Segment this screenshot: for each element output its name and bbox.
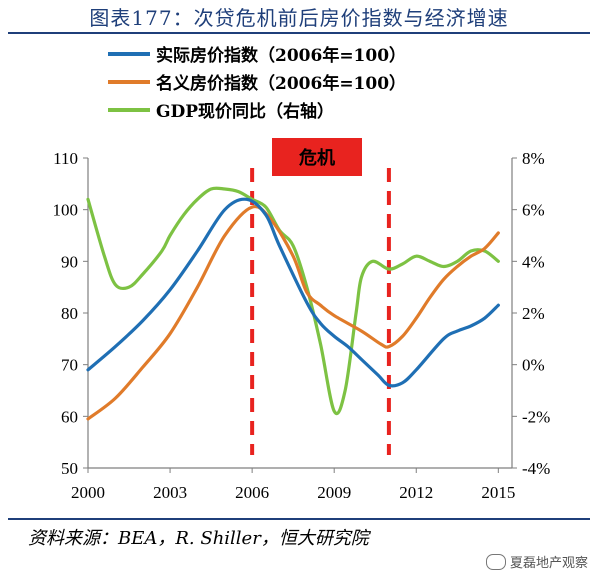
crisis-label-box <box>272 138 362 176</box>
title-divider <box>8 32 590 34</box>
right-tick-label: -2% <box>522 407 550 426</box>
right-tick-label: 8% <box>522 149 545 168</box>
left-tick-label: 80 <box>61 304 78 323</box>
source-divider <box>8 518 590 520</box>
right-tick-label: 4% <box>522 252 545 271</box>
watermark-text: 夏磊地产观察 <box>509 556 588 571</box>
right-tick-label: 2% <box>522 304 545 323</box>
x-tick-label: 2015 <box>481 483 515 502</box>
x-tick-label: 2006 <box>235 483 269 502</box>
x-tick-label: 2000 <box>71 483 105 502</box>
series-line-1 <box>86 204 500 421</box>
x-tick-label: 2003 <box>153 483 187 502</box>
x-tick-label: 2009 <box>317 483 351 502</box>
left-tick-label: 100 <box>53 201 79 220</box>
left-tick-label: 70 <box>61 356 78 375</box>
left-tick-label: 50 <box>61 459 78 478</box>
left-tick-label: 60 <box>61 407 78 426</box>
right-tick-label: -4% <box>522 459 550 478</box>
legend-label-1: 名义房价指数（2006年=100） <box>156 73 406 94</box>
crisis-label: 危机 <box>298 147 335 169</box>
right-tick-label: 6% <box>522 201 545 220</box>
chart-title: 图表177：次贷危机前后房价指数与经济增速 <box>89 6 509 30</box>
left-tick-label: 110 <box>53 149 78 168</box>
legend-label-0: 实际房价指数（2006年=100） <box>156 45 406 66</box>
series-line-2 <box>86 186 500 416</box>
series-line-0 <box>86 197 500 388</box>
right-tick-label: 0% <box>522 356 545 375</box>
legend-label-2: GDP现价同比（右轴） <box>156 101 334 122</box>
watermark: 夏磊地产观察 <box>485 552 588 571</box>
left-tick-label: 90 <box>61 252 78 271</box>
x-tick-label: 2012 <box>399 483 433 502</box>
source-note: 资料来源：BEA，R. Shiller，恒大研究院 <box>28 528 369 549</box>
chat-bubble-icon <box>485 553 506 570</box>
